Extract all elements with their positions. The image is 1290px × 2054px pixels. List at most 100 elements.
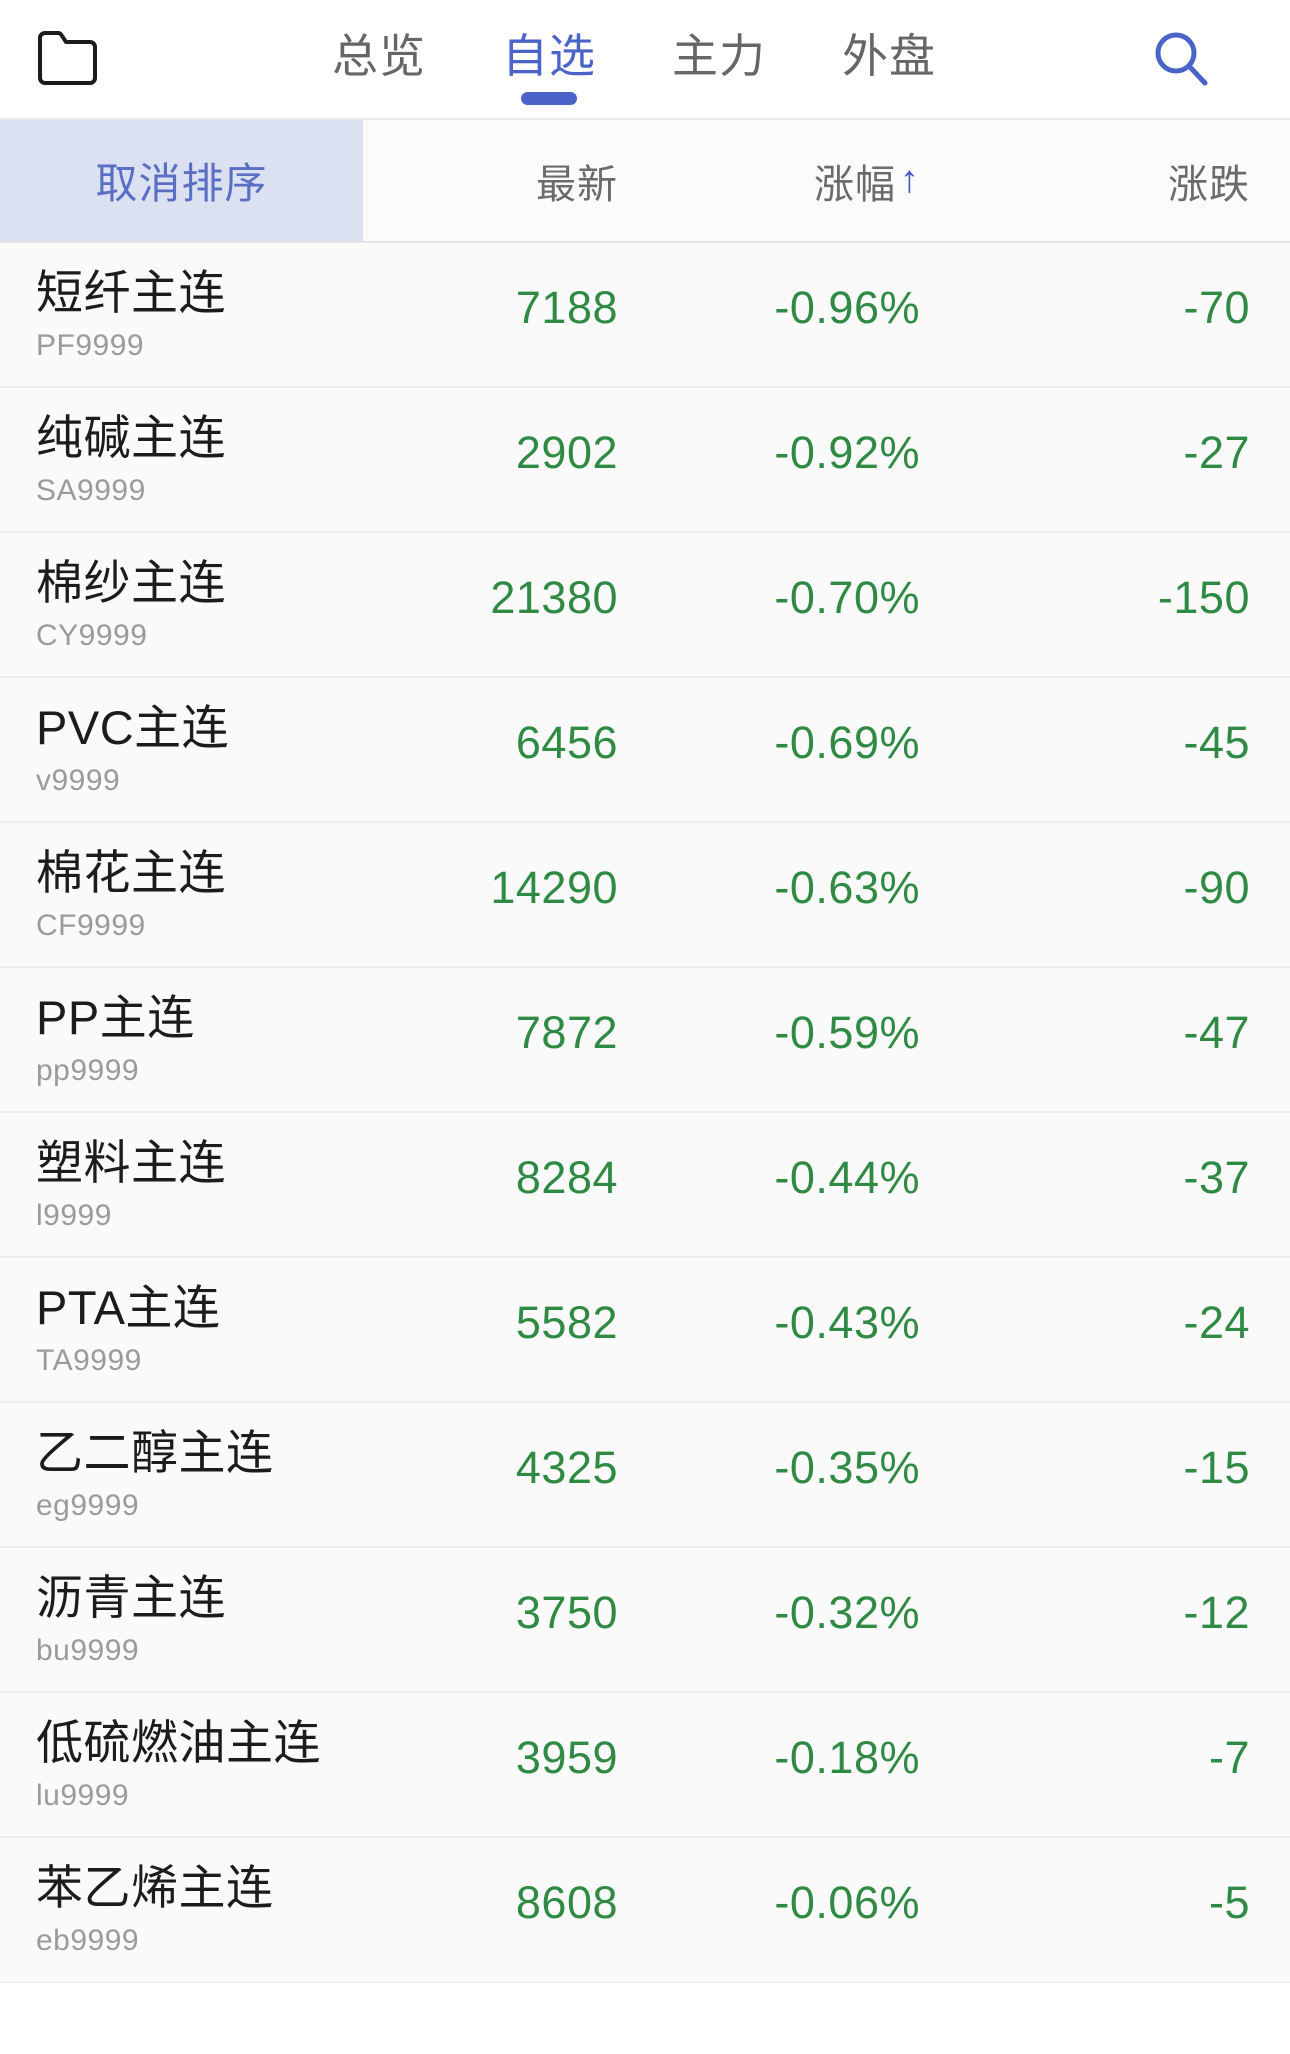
change-amount: -27 [1183, 427, 1250, 478]
latest-price: 7188 [515, 282, 618, 333]
change-amount: -70 [1183, 282, 1250, 333]
change-percent: -0.35% [774, 1442, 920, 1493]
column-header-latest[interactable]: 最新 [536, 120, 618, 241]
instrument-code: lu9999 [36, 1778, 130, 1812]
instrument-name-block: 棉花主连 CF9999 [36, 823, 226, 966]
sort-ascending-arrow-icon: ↑ [900, 158, 920, 201]
latest-price: 8608 [515, 1877, 618, 1928]
instrument-code: PF9999 [36, 328, 145, 362]
quote-row[interactable]: PP主连 pp9999 7872 -0.59% -47 [0, 968, 1290, 1113]
top-navigation-bar: 总览 自选 主力 外盘 [0, 0, 1290, 118]
column-header-latest-label: 最新 [536, 162, 618, 207]
instrument-name: PTA主连 [36, 1281, 221, 1335]
instrument-name: 塑料主连 [36, 1136, 226, 1190]
change-percent: -0.43% [774, 1297, 920, 1348]
quote-row[interactable]: 低硫燃油主连 lu9999 3959 -0.18% -7 [0, 1693, 1290, 1838]
tab-strip: 总览 自选 主力 外盘 [330, 0, 938, 118]
instrument-name-block: 短纤主连 PF9999 [36, 243, 226, 386]
change-amount: -45 [1183, 717, 1250, 768]
instrument-name: 棉花主连 [36, 846, 226, 900]
tab-foreign-markets[interactable]: 外盘 [840, 29, 938, 89]
folder-icon[interactable] [36, 30, 98, 86]
quote-row[interactable]: PTA主连 TA9999 5582 -0.43% -24 [0, 1258, 1290, 1403]
change-amount: -15 [1183, 1442, 1250, 1493]
quote-list: 短纤主连 PF9999 7188 -0.96% -70 纯碱主连 SA9999 2902 -0.… [0, 243, 1290, 1983]
change-amount: -5 [1208, 1877, 1250, 1928]
cancel-sort-button[interactable]: 取消排序 [0, 120, 363, 241]
change-amount: -37 [1183, 1152, 1250, 1203]
change-amount: -90 [1183, 862, 1250, 913]
column-header-change-percent[interactable]: 涨幅 ↑ [814, 120, 920, 241]
quote-row[interactable]: PVC主连 v9999 6456 -0.69% -45 [0, 678, 1290, 823]
cancel-sort-label: 取消排序 [95, 160, 268, 207]
tab-overview-label: 总览 [332, 30, 426, 82]
instrument-code: eb9999 [36, 1923, 140, 1957]
tab-watchlist-label: 自选 [502, 30, 596, 82]
change-percent: -0.18% [774, 1732, 920, 1783]
change-percent: -0.70% [774, 572, 920, 623]
change-percent: -0.63% [774, 862, 920, 913]
change-amount: -150 [1157, 572, 1250, 623]
instrument-name-block: 苯乙烯主连 eb9999 [36, 1838, 274, 1981]
latest-price: 3959 [515, 1732, 618, 1783]
active-tab-indicator [521, 92, 577, 105]
quote-row[interactable]: 乙二醇主连 eg9999 4325 -0.35% -15 [0, 1403, 1290, 1548]
instrument-name: 沥青主连 [36, 1571, 226, 1625]
column-header-change-amount-label: 涨跌 [1168, 162, 1250, 207]
instrument-name: 低硫燃油主连 [36, 1716, 321, 1770]
change-percent: -0.92% [774, 427, 920, 478]
tab-main-contracts[interactable]: 主力 [670, 29, 768, 89]
instrument-code: v9999 [36, 763, 121, 797]
latest-price: 6456 [515, 717, 618, 768]
instrument-code: CY9999 [36, 618, 148, 652]
latest-price: 14290 [490, 862, 618, 913]
change-percent: -0.32% [774, 1587, 920, 1638]
tab-foreign-markets-label: 外盘 [842, 30, 936, 82]
instrument-name: 苯乙烯主连 [36, 1861, 274, 1915]
change-amount: -12 [1183, 1587, 1250, 1638]
quote-row[interactable]: 棉纱主连 CY9999 21380 -0.70% -150 [0, 533, 1290, 678]
change-amount: -24 [1183, 1297, 1250, 1348]
latest-price: 21380 [490, 572, 618, 623]
tab-overview[interactable]: 总览 [330, 29, 428, 89]
latest-price: 3750 [515, 1587, 618, 1638]
change-percent: -0.06% [774, 1877, 920, 1928]
search-icon[interactable] [1148, 26, 1214, 92]
instrument-name: 乙二醇主连 [36, 1426, 274, 1480]
instrument-code: TA9999 [36, 1343, 142, 1377]
instrument-name-block: 低硫燃油主连 lu9999 [36, 1693, 321, 1836]
change-amount: -47 [1183, 1007, 1250, 1058]
instrument-name-block: 棉纱主连 CY9999 [36, 533, 226, 676]
instrument-name: PP主连 [36, 991, 195, 1045]
instrument-name: 纯碱主连 [36, 411, 226, 465]
latest-price: 8284 [515, 1152, 618, 1203]
tab-main-contracts-label: 主力 [672, 30, 766, 82]
change-amount: -7 [1208, 1732, 1250, 1783]
instrument-code: SA9999 [36, 473, 146, 507]
quote-row[interactable]: 纯碱主连 SA9999 2902 -0.92% -27 [0, 388, 1290, 533]
column-header-change-percent-label: 涨幅 [814, 162, 896, 207]
instrument-name-block: 沥青主连 bu9999 [36, 1548, 226, 1691]
instrument-name-block: PTA主连 TA9999 [36, 1258, 220, 1401]
quote-row[interactable]: 沥青主连 bu9999 3750 -0.32% -12 [0, 1548, 1290, 1693]
instrument-code: bu9999 [36, 1633, 140, 1667]
column-header-change-amount[interactable]: 涨跌 [1168, 120, 1250, 241]
instrument-code: l9999 [36, 1198, 112, 1232]
change-percent: -0.96% [774, 282, 920, 333]
instrument-name: PVC主连 [36, 701, 230, 755]
instrument-name-block: 塑料主连 l9999 [36, 1113, 226, 1256]
instrument-name: 棉纱主连 [36, 556, 226, 610]
change-percent: -0.59% [774, 1007, 920, 1058]
latest-price: 5582 [515, 1297, 618, 1348]
quote-row[interactable]: 塑料主连 l9999 8284 -0.44% -37 [0, 1113, 1290, 1258]
latest-price: 4325 [515, 1442, 618, 1493]
latest-price: 7872 [515, 1007, 618, 1058]
instrument-name-block: PVC主连 v9999 [36, 678, 229, 821]
quote-row[interactable]: 棉花主连 CF9999 14290 -0.63% -90 [0, 823, 1290, 968]
quote-row[interactable]: 短纤主连 PF9999 7188 -0.96% -70 [0, 243, 1290, 388]
instrument-name-block: 乙二醇主连 eg9999 [36, 1403, 274, 1546]
change-percent: -0.69% [774, 717, 920, 768]
tab-watchlist[interactable]: 自选 [500, 29, 598, 105]
column-header-row: 取消排序 最新 涨幅 ↑ 涨跌 [0, 118, 1290, 243]
quote-row[interactable]: 苯乙烯主连 eb9999 8608 -0.06% -5 [0, 1838, 1290, 1983]
